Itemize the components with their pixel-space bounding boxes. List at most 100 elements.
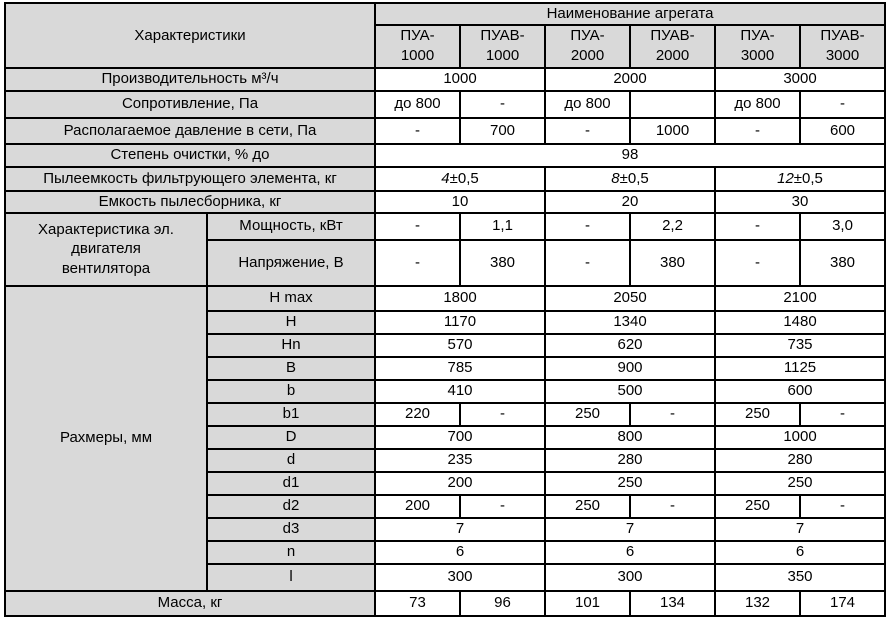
value-cell: 98 (373, 142, 887, 168)
row-sublabel: H max (206, 284, 376, 312)
value-cell: 600 (798, 116, 887, 145)
value-cell: 250 (544, 401, 631, 427)
value-cell: 1800 (374, 284, 546, 312)
value-cell: 1170 (374, 309, 546, 335)
value-cell: - (459, 493, 546, 519)
unit-specs-table: Характеристики Наименование агрегата ПУА… (4, 2, 887, 617)
value-cell: - (544, 238, 631, 287)
row-motor-characteristics-0: Характеристика эл. двигателя вентилятора… (4, 211, 887, 287)
value-cell: 380 (798, 238, 887, 287)
value-cell: - (714, 116, 801, 145)
value-cell: 3,0 (798, 211, 887, 241)
row-sublabel: n (206, 539, 376, 565)
value-cell: - (374, 116, 461, 145)
value-cell: - (798, 401, 887, 427)
value-cell: 6 (374, 539, 546, 565)
row-sublabel: H (206, 309, 376, 335)
row-dimensions-9: d2 200-250-250- (5, 493, 887, 519)
row-label: Производительность м³/ч (4, 66, 376, 92)
table-header: Характеристики Наименование агрегата ПУА… (4, 2, 887, 69)
value-cell: 2100 (713, 284, 887, 312)
row-dimensions-6: D 700 800 1000 (5, 424, 887, 450)
value-cell: 220 (374, 401, 461, 427)
value-cell: 735 (713, 332, 887, 358)
value-cell: - (374, 211, 461, 241)
value-cell: 280 (713, 447, 887, 473)
value-cell: 1000 (713, 424, 887, 450)
value-cell: - (714, 238, 801, 287)
value-cell: - (629, 493, 716, 519)
value-cell: 300 (544, 562, 716, 592)
value-cell: 250 (544, 470, 716, 496)
value-cell: 2,2 (629, 211, 716, 241)
value-cell: 2050 (544, 284, 716, 312)
value-cell: 620 (544, 332, 716, 358)
value-cell: 20 (544, 189, 716, 214)
unit-group-header: Наименование агрегата (373, 2, 887, 26)
row-dimensions-12: l 300 300 350 (5, 562, 887, 592)
row-sublabel: Напряжение, В (206, 238, 376, 287)
row-sublabel: Мощность, кВт (206, 211, 376, 241)
value-cell: 1000 (374, 66, 546, 92)
row-sublabel: d1 (206, 470, 376, 496)
row-dimensions-7: d 235 280 280 (5, 447, 887, 473)
value-cell: 410 (374, 378, 546, 404)
row-label: Сопротивление, Па (4, 89, 376, 119)
row-available-pressure: Располагаемое давление в сети, Па -700-10… (4, 116, 887, 145)
value-cell: - (544, 211, 631, 241)
row-dimensions-4: b 410 500 600 (5, 378, 887, 404)
row-cleaning-degree: Степень очистки, % до 98 (4, 142, 887, 168)
value-cell: 1480 (713, 309, 887, 335)
value-cell: 700 (459, 116, 546, 145)
row-dust-collector-capacity: Емкость пылесборника, кг 10 20 30 (4, 189, 887, 214)
row-label: Емкость пылесборника, кг (4, 189, 376, 214)
value-cell: 250 (714, 493, 801, 519)
value-cell: 1000 (629, 116, 716, 145)
row-sublabel: d2 (206, 493, 376, 519)
value-cell: - (798, 89, 887, 119)
row-label: Пылеемкость фильтрующего элемента, кг (4, 165, 376, 192)
row-dust-capacity-filter: Пылеемкость фильтрующего элемента, кг 4±0… (4, 165, 887, 192)
value-cell: 6 (713, 539, 887, 565)
value-cell: 132 (714, 589, 801, 617)
row-mass: Масса, кг 73 96 101 134 132 174 (4, 589, 887, 617)
row-sublabel: D (206, 424, 376, 450)
unit-header-ПУА-2000: ПУА- 2000 (544, 24, 631, 69)
value-cell: 380 (629, 238, 716, 287)
value-cell: 10 (374, 189, 546, 214)
row-sublabel: Hn (206, 332, 376, 358)
value-cell: - (629, 401, 716, 427)
row-sublabel: l (206, 562, 376, 592)
value-cell: 250 (713, 470, 887, 496)
value-cell: 1340 (544, 309, 716, 335)
value-cell: 600 (713, 378, 887, 404)
value-cell: до 800 (544, 89, 631, 119)
unit-header-ПУАВ-2000: ПУАВ- 2000 (629, 24, 716, 69)
row-sublabel: d3 (206, 516, 376, 542)
unit-header-ПУАВ-1000: ПУАВ- 1000 (459, 24, 546, 69)
value-cell: 300 (374, 562, 546, 592)
unit-header-ПУА-1000: ПУА- 1000 (374, 24, 461, 69)
value-cell: - (459, 89, 546, 119)
row-sublabel: b (206, 378, 376, 404)
value-cell: 800 (544, 424, 716, 450)
value-cell (629, 89, 716, 119)
value-cell: 250 (544, 493, 631, 519)
row-sublabel: d (206, 447, 376, 473)
row-dimensions-10: d3 7 7 7 (5, 516, 887, 542)
row-sublabel: b1 (206, 401, 376, 427)
value-cell: - (374, 238, 461, 287)
value-cell: 200 (374, 470, 546, 496)
value-cell: 2000 (544, 66, 716, 92)
row-productivity: Производительность м³/ч 1000 2000 3000 (4, 66, 887, 92)
value-cell: 96 (459, 589, 546, 617)
value-cell: до 800 (714, 89, 801, 119)
value-cell: 235 (374, 447, 546, 473)
row-label: Масса, кг (4, 589, 376, 617)
section-label-dimensions: Рахмеры, мм (4, 284, 208, 592)
value-cell: 101 (544, 589, 631, 617)
unit-header-ПУАВ-3000: ПУАВ- 3000 (798, 24, 887, 69)
value-cell: - (798, 493, 887, 519)
row-dimensions-2: Hn 570 620 735 (5, 332, 887, 358)
